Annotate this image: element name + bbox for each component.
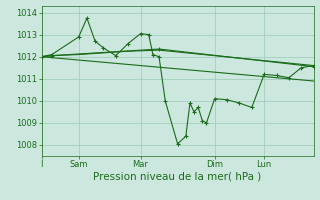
X-axis label: Pression niveau de la mer( hPa ): Pression niveau de la mer( hPa ) [93,172,262,182]
